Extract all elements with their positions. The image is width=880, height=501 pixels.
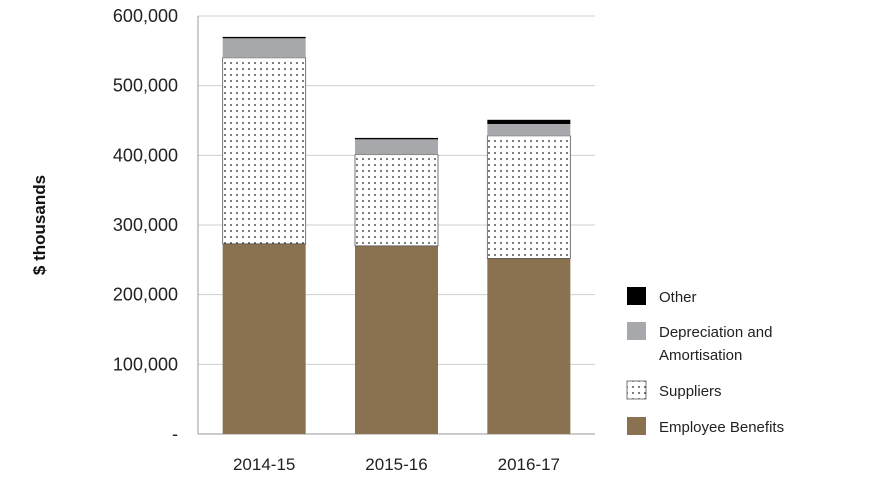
legend: Other Depreciation and Amortisation Supplie… (626, 287, 784, 436)
bar-depreciation-and-amortisation-2016-17 (487, 123, 571, 136)
y-axis-ticks: - 100,000 200,000 300,000 400,000 500,000 600,… (113, 6, 178, 444)
bar-employee-benefits-2015-16 (355, 245, 438, 434)
x-tick-label: 2015-16 (365, 455, 427, 474)
bar-suppliers-2015-16 (354, 154, 439, 247)
legend-swatch-depreciation-and-amortisation (627, 322, 646, 340)
legend-label: Suppliers (659, 383, 722, 400)
legend-swatch-employee-benefits (627, 417, 646, 435)
legend-label: Employee Benefits (659, 419, 784, 436)
bar-other-2015-16 (355, 137, 438, 140)
bar-employee-benefits-2016-17 (487, 258, 571, 434)
legend-label: Depreciation and (659, 324, 772, 341)
y-tick-label: 400,000 (113, 145, 178, 165)
x-axis-ticks: 2014-15 2015-16 2016-17 (233, 455, 560, 474)
legend-label: Amortisation (659, 347, 742, 364)
x-tick-label: 2016-17 (498, 455, 560, 474)
y-tick-label: - (172, 424, 178, 444)
bar-suppliers-2016-17 (486, 135, 571, 259)
bar-depreciation-and-amortisation-2014-15 (222, 38, 306, 58)
bar-other-2016-17 (487, 119, 571, 124)
legend-label: Other (659, 289, 697, 306)
bar-employee-benefits-2014-15 (222, 243, 306, 434)
y-tick-label: 100,000 (113, 354, 178, 374)
y-tick-label: 200,000 (113, 285, 178, 305)
bar-depreciation-and-amortisation-2015-16 (355, 139, 438, 155)
bar-suppliers-2014-15 (222, 57, 307, 245)
bars (222, 36, 571, 434)
y-axis-label: $ thousands (30, 175, 49, 275)
y-tick-label: 600,000 (113, 6, 178, 26)
legend-swatch-suppliers (626, 380, 647, 400)
y-tick-label: 300,000 (113, 215, 178, 235)
bar-other-2014-15 (222, 36, 306, 39)
legend-swatch-other (627, 287, 646, 305)
x-tick-label: 2014-15 (233, 455, 295, 474)
y-tick-label: 500,000 (113, 76, 178, 96)
